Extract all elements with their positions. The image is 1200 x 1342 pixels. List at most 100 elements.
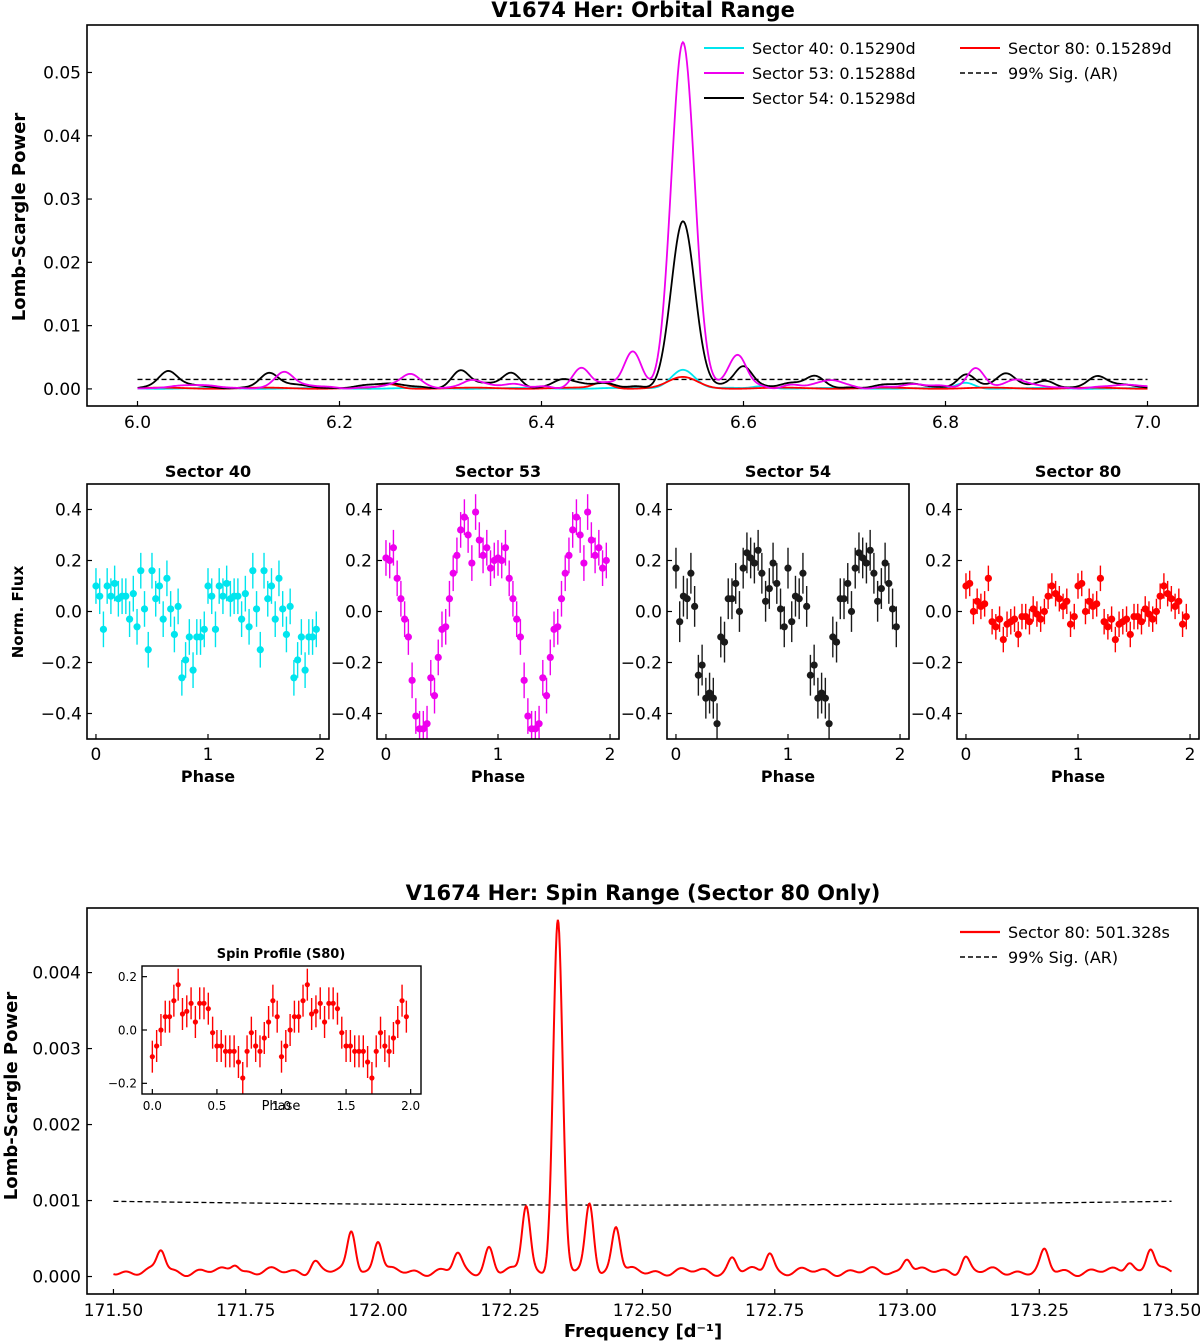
- phase-s80-ytick-label: −0.2: [911, 654, 952, 674]
- orbital-legend: Sector 40: 0.15290d Sector 53: 0.15288d …: [704, 39, 1172, 108]
- legend-label-s80: Sector 80: 0.15289d: [1008, 39, 1172, 58]
- phase-ylabel: Norm. Flux: [9, 565, 27, 658]
- phase-s40-point: [260, 567, 268, 575]
- phase-s80-ytick-label: 0.0: [925, 603, 952, 623]
- phase-s80-point: [1070, 613, 1078, 621]
- phase-s53-point: [572, 513, 581, 521]
- inset-point: [154, 1043, 160, 1049]
- phase-xlabel-s40: Phase: [181, 767, 235, 786]
- orbital-tick-labels: 6.0 6.2 6.4 6.6 6.8 7.0 0.00 0.01 0.02 0.03 0.04 0.…: [43, 64, 1161, 433]
- phase-s53-point: [408, 676, 416, 684]
- phase-s53-point: [427, 674, 435, 682]
- phase-s40-point: [148, 567, 156, 575]
- inset-point: [179, 1011, 186, 1017]
- inset-point: [390, 1035, 397, 1041]
- orbital-series-line-3: [137, 375, 1148, 390]
- orbital-ytick-label: 0.01: [43, 317, 81, 337]
- phase-s40-point: [245, 623, 253, 631]
- phase-s53-xtick-label: 1: [493, 745, 504, 765]
- inset-point: [149, 1054, 155, 1060]
- phase-s40-xtick-label: 1: [203, 745, 214, 765]
- phase-s53-point: [479, 551, 487, 560]
- inset-point: [300, 998, 306, 1004]
- phase-s80-point: [1160, 582, 1168, 590]
- phase-s53-point: [509, 595, 517, 603]
- phase-s40-point: [174, 602, 182, 611]
- phase-ticks-s80: 0 1 2 0.4 0.2 0.0 −0.2 −0.4: [911, 501, 1196, 765]
- phase-s53-point: [483, 544, 491, 552]
- inset-point: [369, 1075, 375, 1081]
- inset-xtick-label: 1.5: [337, 1099, 356, 1113]
- phase-s40-point: [301, 666, 309, 674]
- phase-s80-point: [1134, 613, 1142, 621]
- orbital-ytick-label: 0.05: [43, 64, 81, 84]
- orbital-xtick-label: 6.6: [730, 413, 757, 433]
- phase-s40-ytick-label: 0.4: [55, 501, 82, 521]
- phase-s80-point: [1137, 618, 1146, 626]
- phase-s80-point: [1029, 605, 1037, 613]
- phase-s54-point: [698, 661, 706, 669]
- phase-s40-point: [308, 633, 317, 641]
- phase-s80-point: [1025, 618, 1034, 626]
- phase-s54-ytick-label: 0.0: [635, 603, 662, 623]
- inset-point: [218, 1043, 224, 1049]
- inset-point: [287, 1027, 293, 1033]
- inset-xtick-label: 0.0: [143, 1099, 162, 1113]
- orbital-title: V1674 Her: Orbital Range: [491, 0, 795, 22]
- phase-s40-point: [92, 582, 100, 590]
- phase-s80-point: [1037, 615, 1045, 623]
- phase-s53-point: [542, 692, 551, 700]
- phase-s53-point: [587, 536, 595, 544]
- orbital-xtick-label: 6.8: [932, 413, 959, 433]
- phase-s54-point: [780, 623, 788, 631]
- phase-s40-point: [234, 592, 242, 600]
- phase-s54-point: [765, 584, 773, 593]
- phase-s80-point: [1182, 613, 1190, 621]
- spin-legend: Sector 80: 501.328s 99% Sig. (AR): [960, 923, 1170, 967]
- inset-point: [184, 1008, 190, 1014]
- phase-s80-point: [1126, 630, 1134, 639]
- phase-s54-point: [832, 638, 841, 646]
- phase-s40-point: [103, 582, 111, 590]
- orbital-plot-area: [137, 40, 1148, 390]
- inset-xtick-label: 2.0: [401, 1099, 420, 1113]
- phase-s54-xtick-label: 2: [895, 745, 906, 765]
- inset-point: [257, 1048, 263, 1054]
- phase-title-s80: Sector 80: [1035, 462, 1121, 481]
- phase-s40-point: [159, 615, 167, 623]
- phase-s53-point: [516, 633, 525, 641]
- orbital-series-line-2: [137, 220, 1148, 390]
- phase-s80-point: [995, 615, 1004, 623]
- phase-s80-point: [1044, 592, 1052, 600]
- phase-s54-point: [870, 569, 878, 577]
- phase-s53-point: [535, 720, 543, 728]
- phase-s53-point: [554, 623, 562, 631]
- phase-s53-point: [404, 633, 412, 641]
- phase-s53-point: [513, 615, 521, 623]
- phase-s80-point: [1152, 607, 1161, 616]
- spin-xtick-label: 172.25: [480, 1301, 539, 1321]
- phase-points-s54: [672, 529, 900, 739]
- phase-s54-point: [847, 607, 856, 616]
- inset-point: [399, 998, 405, 1004]
- phase-s40-point: [96, 592, 104, 600]
- phase-s80-ytick-label: 0.4: [925, 501, 952, 521]
- phase-s40-point: [170, 630, 178, 639]
- spin-tick-labels: 171.50 171.75 172.00 172.25 172.50 172.75 173.…: [32, 964, 1200, 1321]
- phase-s40-ytick-label: −0.4: [41, 705, 82, 725]
- phase-s40-point: [140, 605, 149, 613]
- phase-s80-point: [1164, 590, 1172, 598]
- phase-s53-point: [475, 536, 483, 544]
- phase-s80-point: [1175, 597, 1183, 605]
- phase-s54-ytick-label: 0.2: [635, 552, 662, 572]
- phase-s54-point: [769, 559, 777, 567]
- phase-s53-ytick-label: 0.4: [345, 501, 372, 521]
- inset-point: [175, 982, 181, 988]
- phase-s40-point: [178, 674, 186, 682]
- inset-point: [304, 982, 310, 988]
- phase-s54-point: [713, 720, 721, 728]
- inset-point: [192, 1019, 198, 1025]
- phase-s54-point: [855, 549, 863, 557]
- orbital-series-line-1: [137, 40, 1148, 390]
- phase-s80-point: [1122, 615, 1131, 623]
